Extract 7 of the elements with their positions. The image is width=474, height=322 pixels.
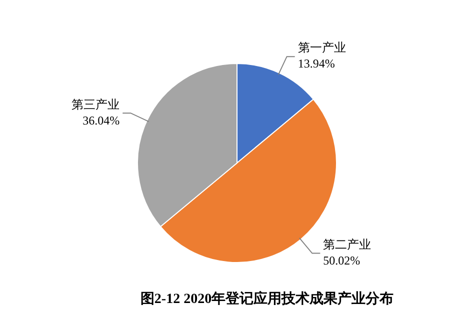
slice-label: 第一产业 — [298, 40, 346, 55]
text: 图2-12 2020年登记应用技术成果产业分布 — [139, 290, 395, 308]
data-label: 36.04% — [82, 113, 120, 128]
slice-label: 第三产业 — [72, 97, 120, 112]
data-label: 13.94% — [298, 56, 335, 71]
data-label: 50.02% — [323, 253, 360, 268]
slice-label: 第二产业 — [323, 237, 372, 252]
